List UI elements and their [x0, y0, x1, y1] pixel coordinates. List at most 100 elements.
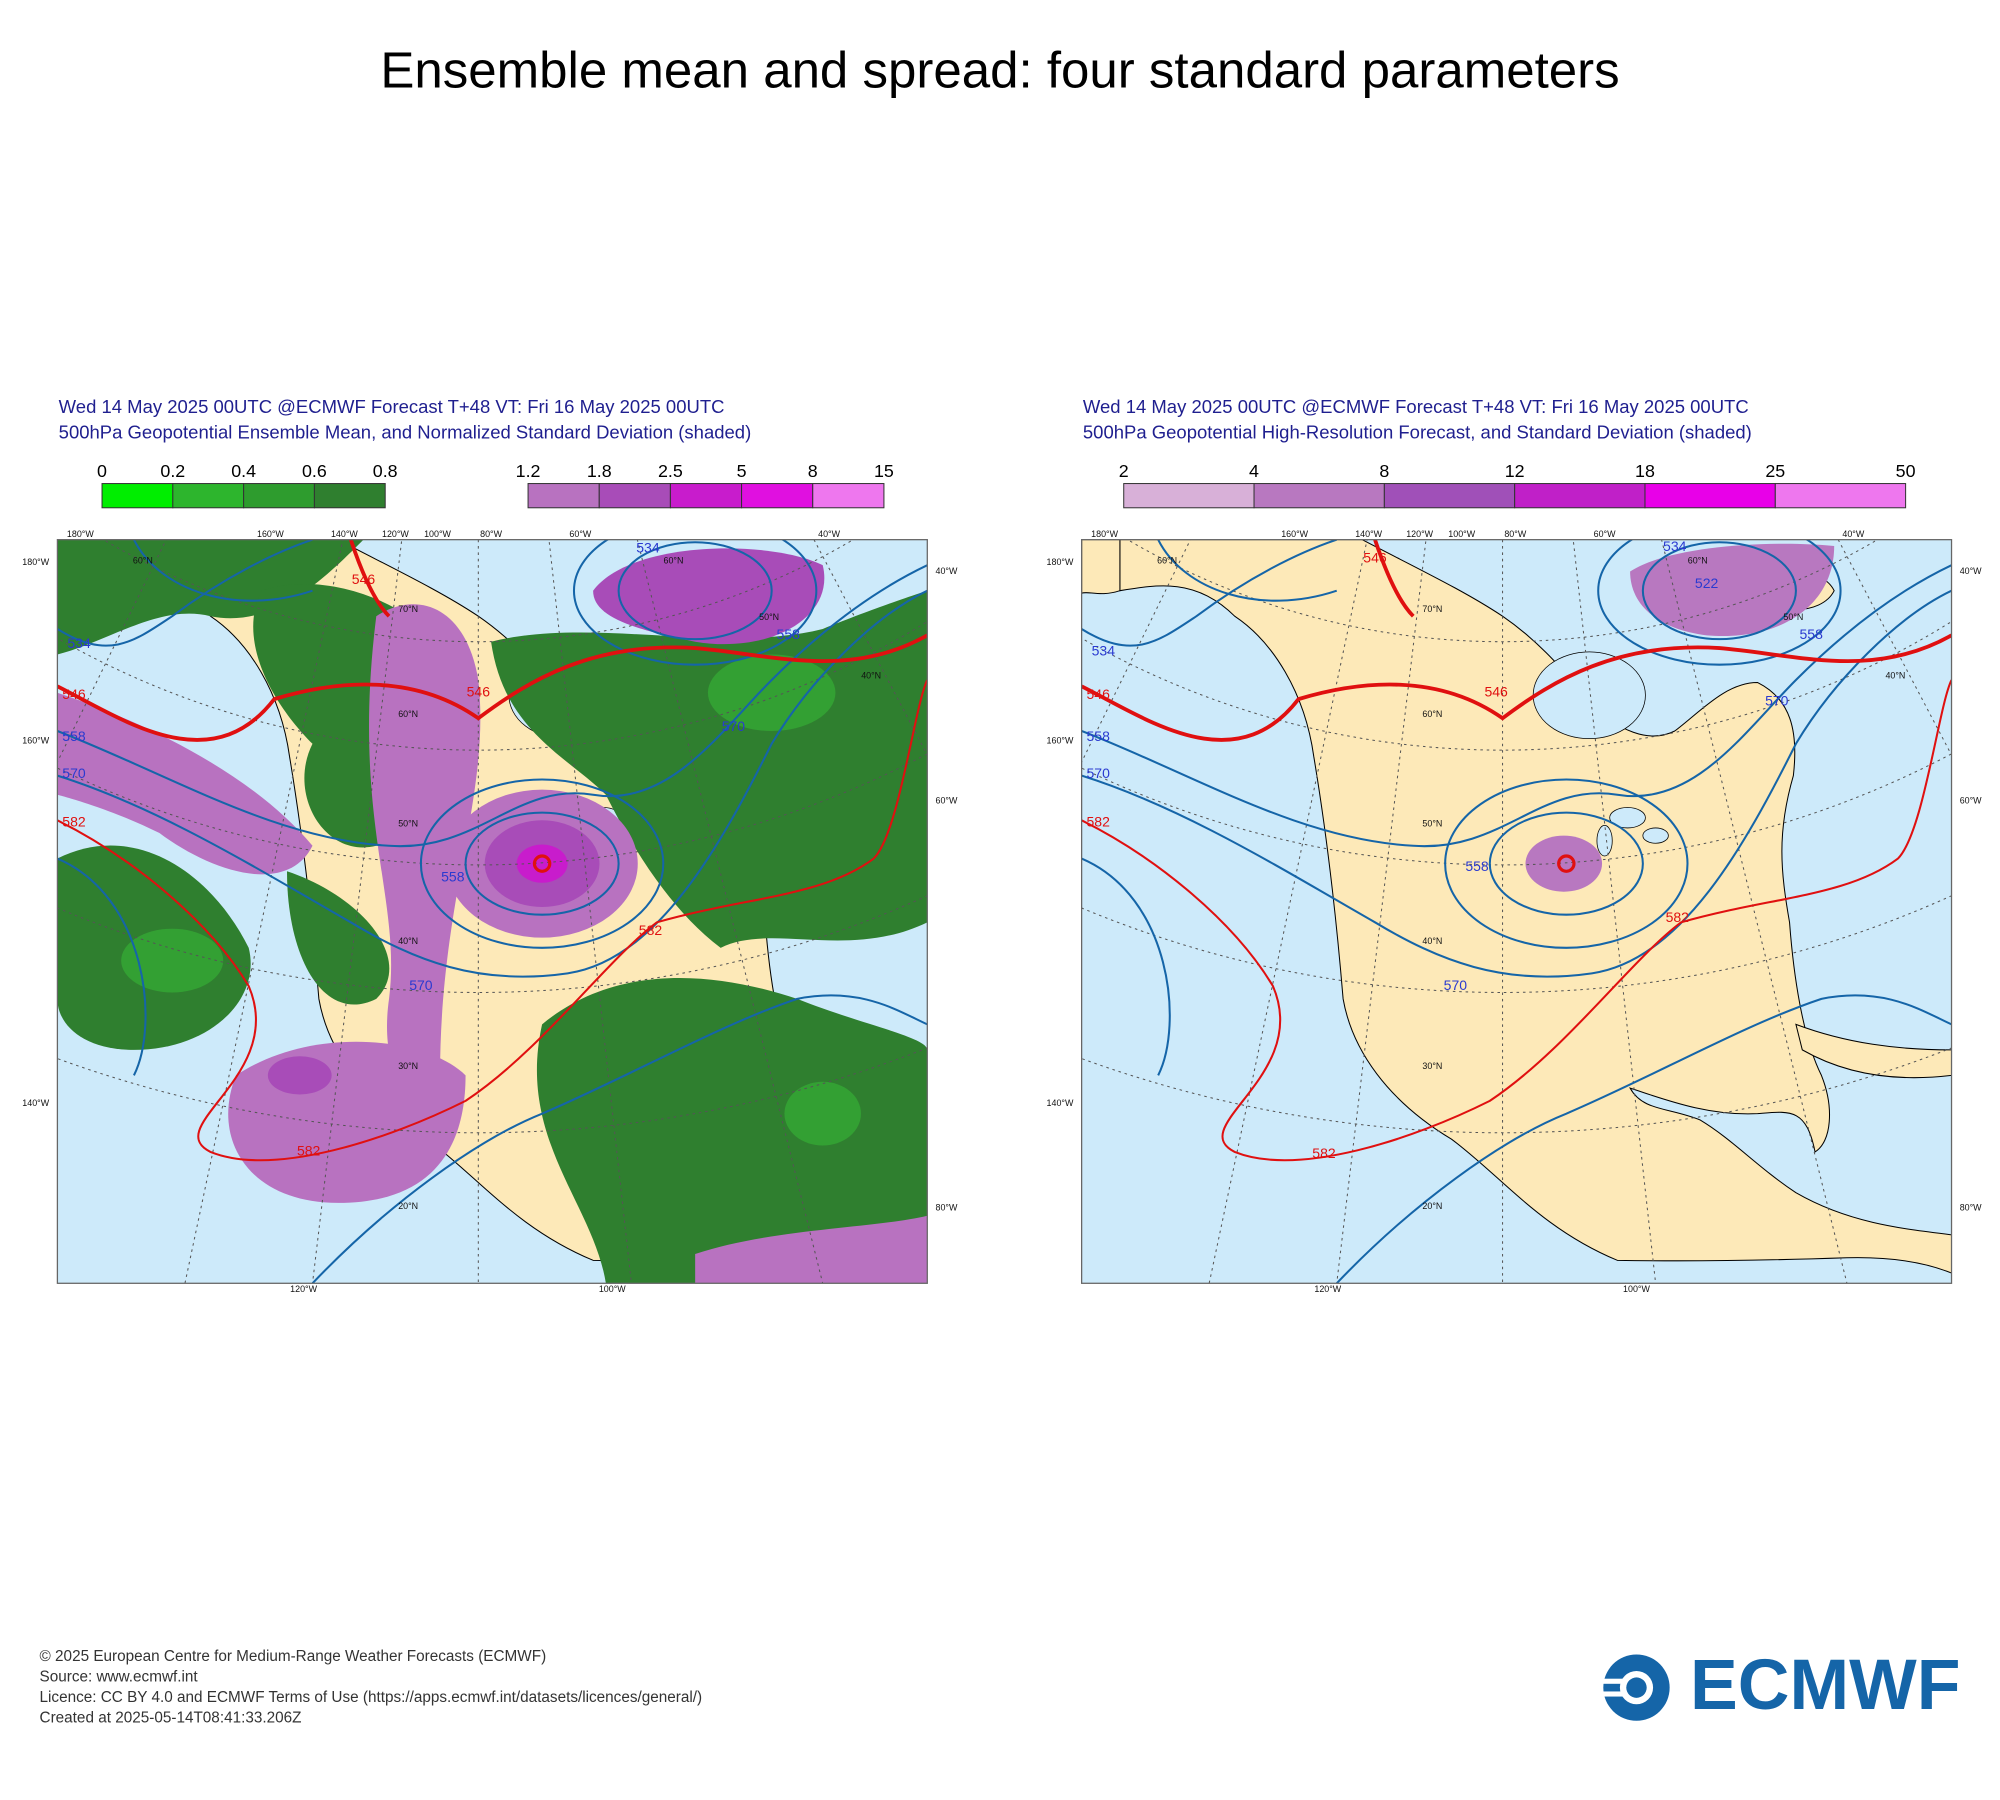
graticule-label: 180°W: [1091, 529, 1118, 539]
graticule-label: 40°W: [1960, 566, 1982, 576]
colorbar-label: 8: [1379, 461, 1389, 481]
contour-label: 558: [441, 868, 465, 884]
contour-label: 582: [62, 814, 86, 830]
colorbar-label: 50: [1896, 461, 1916, 481]
colorbar-label: 4: [1249, 461, 1259, 481]
colorbar-box: [812, 483, 885, 509]
colorbar-box: [1774, 483, 1907, 509]
graticule-label: 70°N: [1422, 604, 1442, 614]
colorbar-label: 8: [808, 461, 818, 481]
contour-label: 582: [297, 1143, 321, 1159]
graticule-label: 80°W: [935, 1202, 957, 1212]
contour-label: 534: [1092, 643, 1116, 659]
logo: ECMWF: [1599, 1645, 1960, 1725]
contour-label: 522: [1695, 575, 1719, 591]
contour-label: 546: [62, 686, 86, 702]
panel-header: Wed 14 May 2025 00UTC @ECMWF Forecast T+…: [1083, 396, 1749, 417]
graticule-label: 160°W: [22, 736, 49, 746]
footer-line: Created at 2025-05-14T08:41:33.206Z: [40, 1709, 302, 1726]
contour-label: 582: [639, 922, 663, 938]
graticule-label: 60°N: [133, 556, 153, 566]
colorbar-label: 2: [1119, 461, 1129, 481]
contour-label: 558: [1087, 728, 1111, 744]
graticule-label: 60°N: [1688, 556, 1708, 566]
contour-label: 546: [352, 571, 376, 587]
contour-label: 546: [1363, 550, 1387, 566]
contour-label: 570: [409, 977, 433, 993]
footer-line: © 2025 European Centre for Medium-Range …: [40, 1648, 547, 1665]
graticule-label: 120°W: [290, 1284, 317, 1294]
graticule-label: 160°W: [1047, 736, 1074, 746]
graticule-label: 80°W: [1504, 529, 1526, 539]
graticule-label: 60°W: [569, 529, 591, 539]
footer-line: Licence: CC BY 4.0 and ECMWF Terms of Us…: [40, 1689, 703, 1706]
graticule-label: 60°W: [1594, 529, 1616, 539]
graticule-label: 30°N: [398, 1061, 418, 1071]
graticule-label: 120°W: [382, 529, 409, 539]
graticule-label: 60°N: [664, 556, 684, 566]
graticule-label: 120°W: [1406, 529, 1433, 539]
graticule-label: 100°W: [424, 529, 451, 539]
contour-label: 570: [722, 718, 746, 734]
graticule-label: 40°W: [935, 566, 957, 576]
colorbar-box: [741, 483, 814, 509]
graticule-label: 80°W: [1960, 1202, 1982, 1212]
graticule-label: 60°N: [1422, 709, 1442, 719]
colorbar-box: [313, 483, 386, 509]
colorbar-label: 25: [1765, 461, 1785, 481]
figure-title: Ensemble mean and spread: four standard …: [380, 42, 1619, 99]
colorbar-label: 0.8: [373, 461, 398, 481]
contour-label: 558: [1465, 858, 1489, 874]
contour-label: 570: [1765, 692, 1789, 708]
contour-label: 558: [1800, 626, 1824, 642]
colorbar-box: [1253, 483, 1385, 509]
graticule-label: 40°N: [398, 936, 418, 946]
contour-label: 534: [1663, 538, 1687, 554]
colorbar-label: 5: [737, 461, 747, 481]
graticule-label: 140°W: [1047, 1098, 1074, 1108]
contour-label: 546: [1087, 686, 1111, 702]
graticule-label: 40°W: [818, 529, 840, 539]
colorbar-box: [101, 483, 174, 509]
graticule-label: 60°N: [398, 709, 418, 719]
contour-label: 534: [67, 635, 91, 651]
graticule-label: 140°W: [22, 1098, 49, 1108]
panel-header: Wed 14 May 2025 00UTC @ECMWF Forecast T+…: [59, 396, 725, 417]
contour-label: 558: [777, 626, 801, 642]
contour-label: 582: [1312, 1145, 1336, 1161]
graticule-label: 40°N: [1885, 671, 1905, 681]
panel-header: 500hPa Geopotential High-Resolution Fore…: [1083, 422, 1752, 443]
graticule-label: 160°W: [1281, 529, 1308, 539]
graticule-label: 20°N: [398, 1201, 418, 1211]
shading-purple: [1525, 543, 1835, 892]
contour-label: 582: [1666, 909, 1690, 925]
colorbar-box: [243, 483, 315, 509]
graticule-label: 30°N: [1422, 1061, 1442, 1071]
graticule-label: 160°W: [257, 529, 284, 539]
contour-label: 558: [62, 728, 86, 744]
graticule-label: 20°N: [1422, 1201, 1442, 1211]
colorbar-box: [598, 483, 671, 509]
footer: © 2025 European Centre for Medium-Range …: [40, 1648, 703, 1726]
graticule-label: 50°N: [1783, 612, 1803, 622]
graticule-label: 60°W: [935, 796, 957, 806]
graticule-label: 40°W: [1842, 529, 1864, 539]
colorbar-label: 0.2: [160, 461, 185, 481]
graticule-label: 70°N: [398, 604, 418, 614]
contour-label: 546: [1484, 683, 1508, 699]
panel-header: 500hPa Geopotential Ensemble Mean, and N…: [59, 422, 752, 443]
colorbar-label: 1.2: [516, 461, 541, 481]
graticule-label: 40°N: [1422, 936, 1442, 946]
graticule-label: 50°N: [759, 612, 779, 622]
colorbar-box: [527, 483, 600, 509]
graticule-label: 60°N: [1157, 556, 1177, 566]
contour-label: 570: [62, 765, 86, 781]
colorbar-label: 18: [1635, 461, 1655, 481]
graticule-label: 180°W: [67, 529, 94, 539]
colorbar-label: 0.4: [231, 461, 256, 481]
colorbar-label: 12: [1505, 461, 1525, 481]
colorbar-box: [1123, 483, 1255, 509]
colorbar-label: 1.8: [587, 461, 612, 481]
